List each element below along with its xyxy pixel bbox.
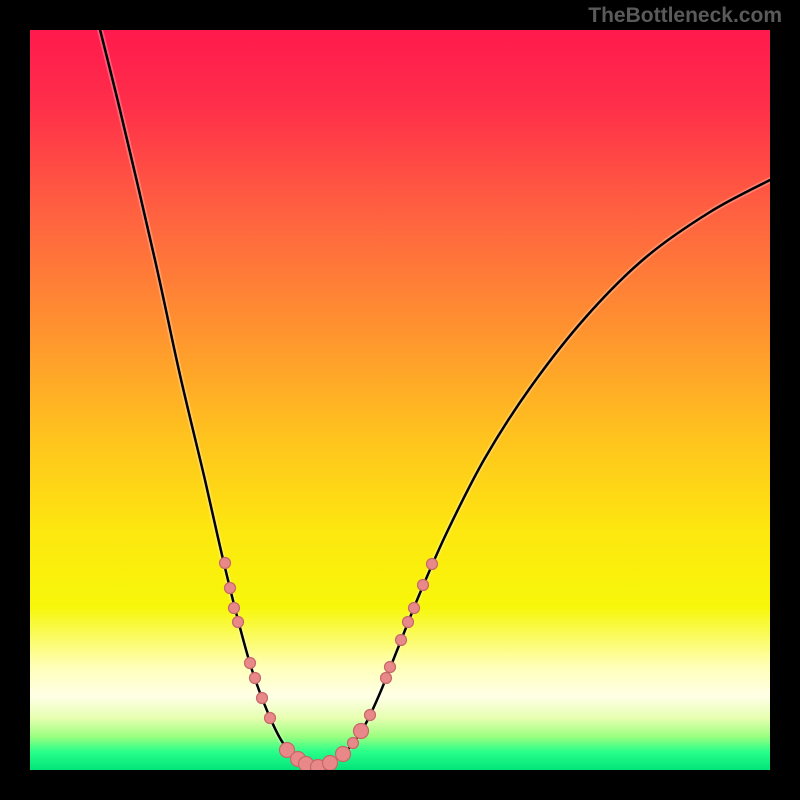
data-marker [257,693,268,704]
data-marker [233,617,244,628]
data-marker [427,559,438,570]
data-marker [409,603,420,614]
watermark-text: TheBottleneck.com [588,4,782,28]
data-marker [245,658,256,669]
data-marker [385,662,396,673]
bottleneck-curve-plot [0,0,800,800]
data-marker [225,583,236,594]
data-marker [323,756,338,771]
data-marker [354,724,369,739]
data-marker [250,673,261,684]
data-marker [418,580,429,591]
gradient-background [30,30,770,770]
data-marker [381,673,392,684]
data-marker [396,635,407,646]
data-marker [403,617,414,628]
data-marker [229,603,240,614]
data-marker [348,738,359,749]
data-marker [336,747,351,762]
data-marker [220,558,231,569]
chart-container: TheBottleneck.com [0,0,800,800]
data-marker [265,713,276,724]
data-marker [365,710,376,721]
